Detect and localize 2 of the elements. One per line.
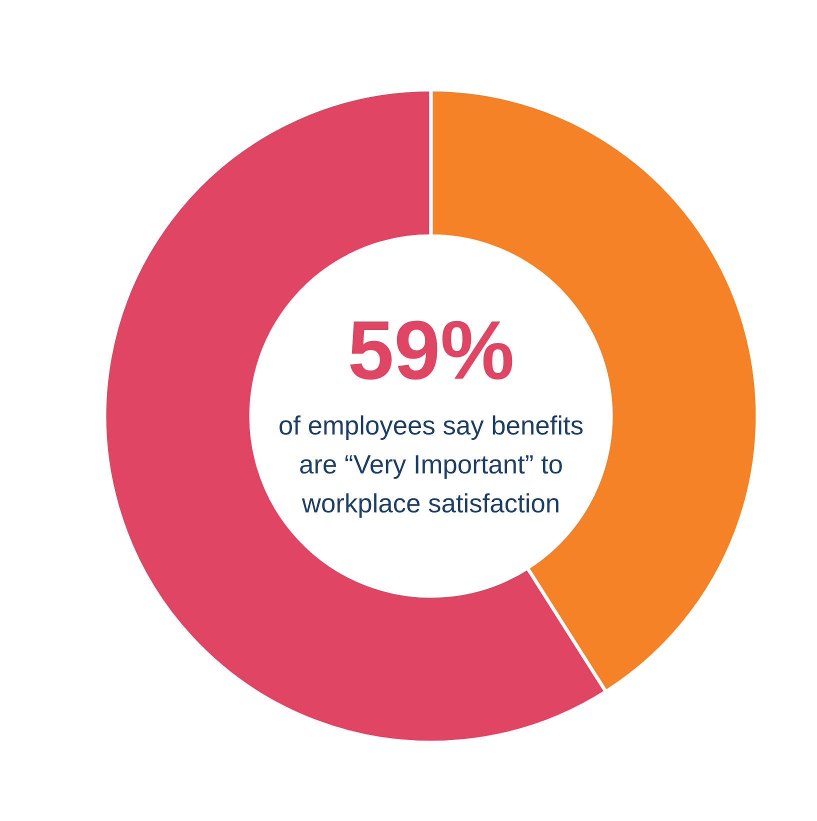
text: of employees say benefits are “Very Important” to workplace satisfaction <box>280 415 583 518</box>
text: 59% <box>350 320 512 380</box>
